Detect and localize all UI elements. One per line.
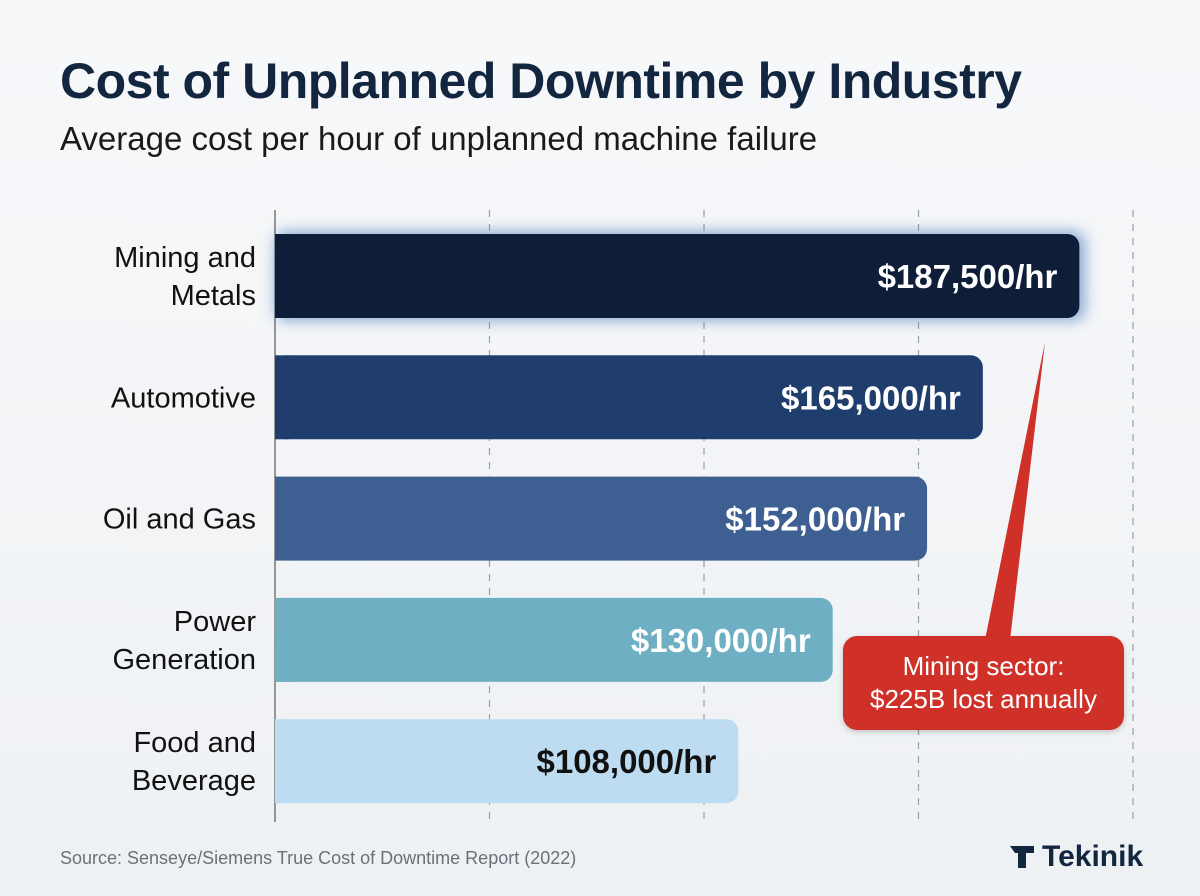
category-label: Metals xyxy=(171,280,256,312)
bar-left-edge xyxy=(275,355,289,440)
category-label: Oil and Gas xyxy=(103,504,256,536)
category-label: Mining and xyxy=(114,242,256,274)
bar-oil-and-gas xyxy=(275,476,928,561)
logo-text: Tekinik xyxy=(1042,840,1144,873)
chart-title: Cost of Unplanned Downtime by Industry xyxy=(60,53,1022,109)
chart-subtitle: Average cost per hour of unplanned machi… xyxy=(60,120,818,157)
data-label: $187,500/hr xyxy=(878,258,1058,295)
annotation-line-1: Mining sector: xyxy=(902,651,1065,681)
category-label: Beverage xyxy=(132,765,256,797)
bar-left-edge xyxy=(275,597,289,682)
category-label: Food and xyxy=(133,727,256,759)
bar-mining-and-metals xyxy=(275,234,1080,318)
bar-left-edge xyxy=(275,719,289,804)
data-label: $165,000/hr xyxy=(781,379,961,416)
bar-left-edge xyxy=(275,234,289,318)
bar-food-and-beverage xyxy=(275,719,739,804)
data-label: $108,000/hr xyxy=(537,743,717,780)
tekinik-logo-icon xyxy=(1010,846,1034,868)
data-label: $152,000/hr xyxy=(725,501,905,538)
category-label: Generation xyxy=(113,644,257,676)
bar-power-generation xyxy=(275,597,833,682)
data-label: $130,000/hr xyxy=(631,622,811,659)
annotation-line-2: $225B lost annually xyxy=(870,684,1097,714)
source-note: Source: Senseye/Siemens True Cost of Dow… xyxy=(60,848,577,868)
annotation-callout: Mining sector: $225B lost annually xyxy=(843,636,1124,730)
category-label: Automotive xyxy=(111,382,256,414)
callout-pointer xyxy=(985,342,1045,640)
bar-left-edge xyxy=(275,476,289,561)
bar-automotive xyxy=(275,355,983,440)
category-label: Power xyxy=(174,606,257,638)
brand-logo: Tekinik xyxy=(1008,840,1143,874)
